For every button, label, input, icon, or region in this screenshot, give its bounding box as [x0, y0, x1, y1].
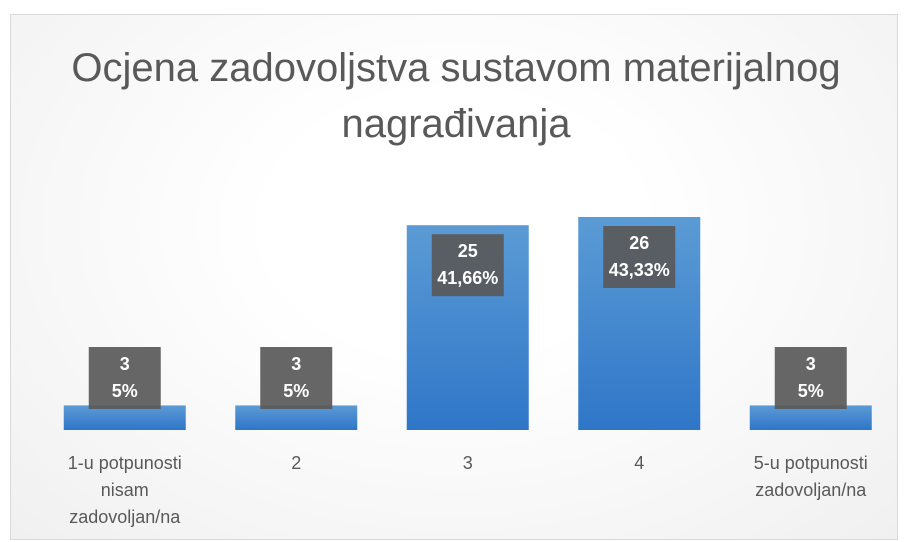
x-tick-label: 4	[634, 453, 645, 473]
x-tick-label: 3	[462, 453, 473, 473]
x-tick-label: 5-u potpunosti zadovoljan/na	[753, 453, 868, 500]
x-tick-label: 2	[291, 453, 302, 473]
x-tick-label: 1-u potpunosti nisam zadovoljan/na	[67, 453, 182, 527]
chart-title: Ocjena zadovoljstva sustavom materijalno…	[71, 46, 841, 146]
data-label-box	[88, 347, 161, 409]
data-label-box	[603, 226, 676, 288]
data-label-percent: 41,66%	[437, 268, 498, 288]
data-label: 3	[291, 354, 301, 374]
data-label-box	[260, 347, 333, 409]
data-label: 25	[458, 241, 478, 261]
data-label-box	[774, 347, 847, 409]
bar	[235, 405, 358, 430]
data-label-percent: 43,33%	[609, 260, 670, 280]
bar	[749, 405, 872, 430]
data-label-percent: 5%	[112, 381, 138, 401]
data-label-percent: 5%	[798, 381, 824, 401]
bar	[63, 405, 186, 430]
data-label-percent: 5%	[283, 381, 309, 401]
data-label: 3	[806, 354, 816, 374]
data-label-box	[431, 234, 504, 297]
data-label: 26	[629, 233, 649, 253]
data-label: 3	[120, 354, 130, 374]
